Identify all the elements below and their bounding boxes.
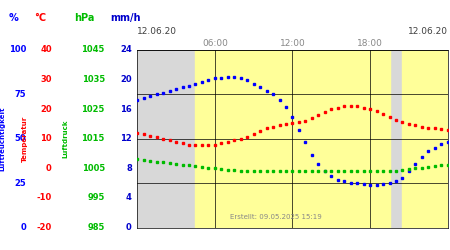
Text: 24: 24 (120, 46, 132, 54)
Text: °C: °C (34, 13, 46, 23)
Text: 18:00: 18:00 (357, 39, 383, 48)
Text: 16: 16 (120, 105, 132, 114)
Text: 1025: 1025 (81, 105, 105, 114)
Text: 50: 50 (14, 134, 26, 143)
Text: 10: 10 (40, 134, 52, 143)
Text: 20: 20 (40, 105, 52, 114)
Text: 0: 0 (20, 223, 26, 232)
Text: Temperatur: Temperatur (22, 116, 28, 162)
Text: -20: -20 (36, 223, 52, 232)
Text: Erstellt: 09.05.2025 15:19: Erstellt: 09.05.2025 15:19 (230, 214, 322, 220)
Text: 1035: 1035 (81, 75, 105, 84)
Text: 1045: 1045 (81, 46, 105, 54)
Text: 8: 8 (126, 164, 132, 173)
Text: 995: 995 (87, 194, 105, 202)
Text: 40: 40 (40, 46, 52, 54)
Text: Luftdruck: Luftdruck (62, 120, 68, 158)
Bar (402, 50, 448, 228)
Text: %: % (9, 13, 19, 23)
Text: 4: 4 (126, 194, 132, 202)
Text: 06:00: 06:00 (202, 39, 228, 48)
Text: 0: 0 (126, 223, 132, 232)
Bar (390, 50, 402, 228)
Text: 0: 0 (46, 164, 52, 173)
Text: 75: 75 (14, 90, 26, 99)
Text: 12: 12 (120, 134, 132, 143)
Text: 12.06.20: 12.06.20 (408, 27, 448, 36)
Bar (137, 50, 195, 228)
Text: 1015: 1015 (81, 134, 105, 143)
Text: 12.06.20: 12.06.20 (137, 27, 177, 36)
Text: 100: 100 (9, 46, 26, 54)
Text: 985: 985 (87, 223, 105, 232)
Text: mm/h: mm/h (110, 13, 141, 23)
Text: hPa: hPa (74, 13, 94, 23)
Text: 1005: 1005 (81, 164, 105, 173)
Text: 20: 20 (120, 75, 132, 84)
Text: 30: 30 (40, 75, 52, 84)
Text: Luftfeuchtigkeit: Luftfeuchtigkeit (0, 106, 5, 171)
Bar (195, 50, 390, 228)
Text: -10: -10 (36, 194, 52, 202)
Text: 25: 25 (14, 178, 26, 188)
Text: 12:00: 12:00 (279, 39, 306, 48)
